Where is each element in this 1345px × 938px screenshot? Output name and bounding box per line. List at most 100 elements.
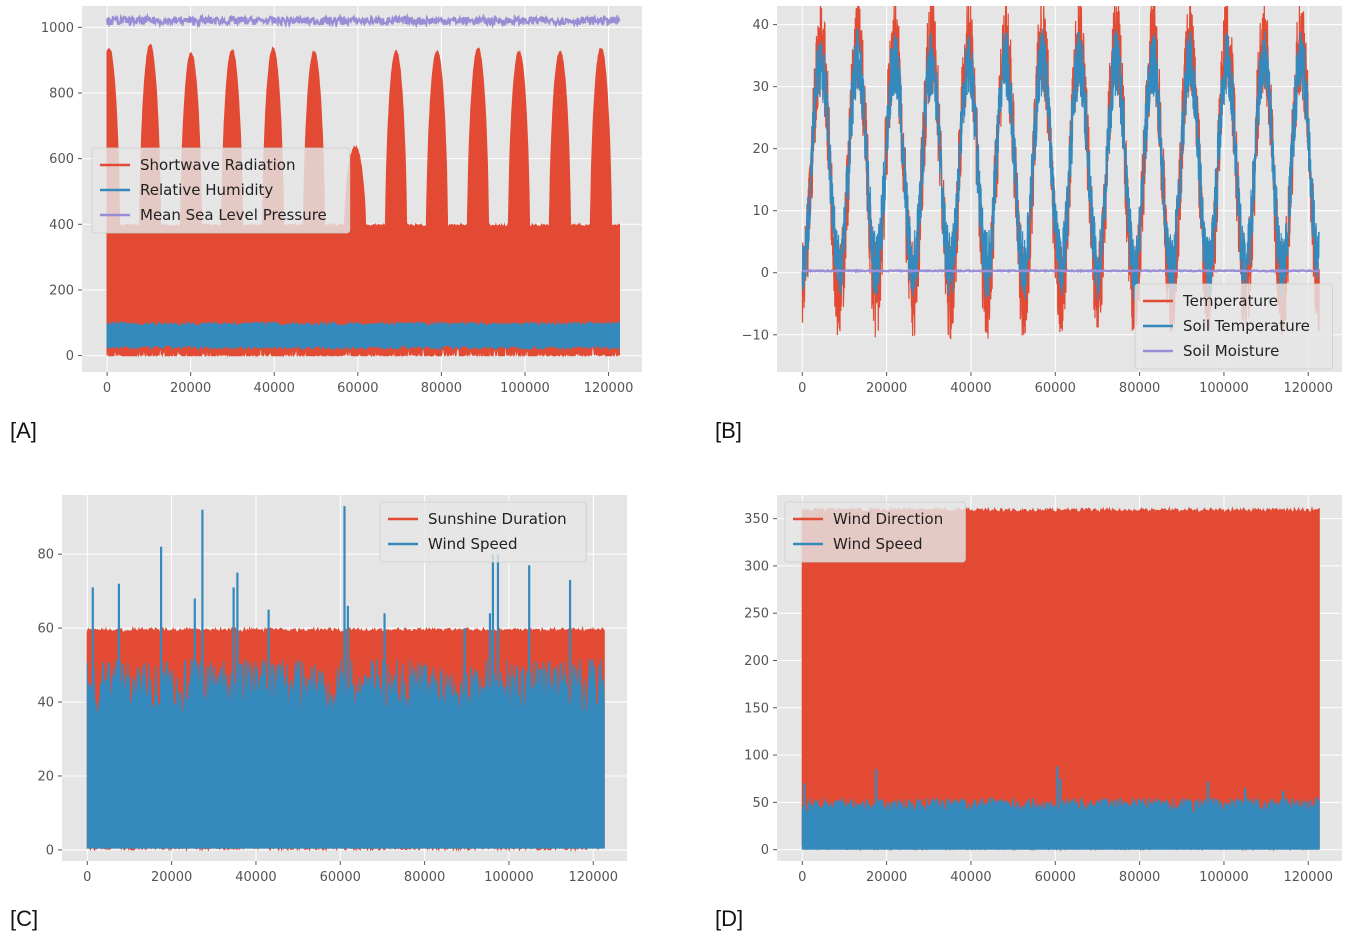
legend-box [91, 147, 351, 234]
y-tick-label: 40 [752, 18, 769, 33]
x-tick-label: 80000 [404, 870, 445, 885]
y-tick-label: 1000 [41, 21, 74, 36]
x-tick-label: 120000 [568, 870, 618, 885]
x-tick-label: 20000 [151, 870, 192, 885]
y-tick-label: 80 [37, 548, 54, 563]
x-tick-label: 20000 [170, 381, 211, 396]
x-tick-label: 60000 [1035, 870, 1076, 885]
series-relative-humidity [106, 320, 620, 351]
y-tick-label: −10 [742, 328, 769, 343]
x-tick-label: 100000 [500, 381, 550, 396]
series-wind-speed-body [801, 795, 1320, 850]
series-temperature [801, 6, 1320, 340]
legend-box [379, 501, 587, 563]
x-tick-label: 60000 [337, 381, 378, 396]
series-layer [801, 6, 1320, 340]
x-tick-label: 80000 [1119, 381, 1160, 396]
x-tick-label: 120000 [584, 381, 634, 396]
x-tick-label: 120000 [1283, 870, 1333, 885]
chart-panel-a: 0 20000 40000 60000 80000 100000 120000 0 200 400… [20, 0, 650, 412]
legend: Wind Direction Wind Speed [784, 501, 966, 563]
series-layer [86, 506, 605, 853]
x-tick-label: 60000 [1035, 381, 1076, 396]
series-layer [801, 505, 1320, 852]
panel-label-c: [C] [10, 906, 39, 931]
legend-label-wind-direction: Wind Direction [833, 510, 943, 528]
axes: 0 20000 40000 60000 80000 100000 120000 0 20 40 60… [37, 548, 618, 885]
x-tick-label: 40000 [950, 381, 991, 396]
y-tick-label: 800 [49, 86, 74, 101]
x-tick-label: 20000 [866, 870, 907, 885]
y-tick-label: 20 [752, 142, 769, 157]
y-tick-label: 200 [744, 654, 769, 669]
legend-label-relative-humidity: Relative Humidity [140, 181, 273, 199]
x-tick-label: 80000 [421, 381, 462, 396]
legend: Shortwave Radiation Relative Humidity Mean… [91, 147, 351, 234]
series-layer [106, 12, 621, 358]
y-tick-label: 300 [744, 559, 769, 574]
x-tick-label: 40000 [950, 870, 991, 885]
y-tick-label: 0 [761, 843, 769, 858]
series-wind-speed [801, 766, 1320, 850]
series-soil-temperature [801, 28, 1320, 302]
y-tick-label: 0 [46, 843, 54, 858]
chart-d: 0 20000 40000 60000 80000 100000 120000 0 50 100 1… [744, 495, 1342, 885]
chart-panel-b: 0 20000 40000 60000 80000 100000 120000 −10 0 10 2… [715, 0, 1345, 412]
chart-a: 0 20000 40000 60000 80000 100000 120000 0 200 400… [41, 6, 642, 396]
series-shortwave-radiation [106, 43, 620, 358]
x-tick-label: 100000 [1199, 381, 1249, 396]
y-tick-label: 0 [66, 349, 74, 364]
y-tick-label: 50 [752, 796, 769, 811]
y-tick-label: 20 [37, 769, 54, 784]
y-tick-label: 60 [37, 622, 54, 637]
y-tick-label: 40 [37, 696, 54, 711]
legend-label-mean-sea-level-pressure: Mean Sea Level Pressure [140, 206, 327, 224]
y-tick-label: 350 [744, 512, 769, 527]
legend-label-temperature: Temperature [1182, 292, 1278, 310]
axes: 0 20000 40000 60000 80000 100000 120000 0 200 400… [41, 21, 633, 396]
series-mean-sea-level-pressure [106, 12, 621, 29]
legend-label-wind-speed: Wind Speed [833, 535, 923, 553]
panel-label-b: [B] [715, 418, 742, 443]
legend-box [1134, 283, 1334, 370]
x-tick-label: 80000 [1119, 870, 1160, 885]
x-tick-label: 0 [103, 381, 111, 396]
legend: Temperature Soil Temperature Soil Moisture [1134, 283, 1334, 370]
y-tick-label: 400 [49, 218, 74, 233]
series-wind-speed [86, 506, 605, 849]
legend-label-soil-moisture: Soil Moisture [1183, 342, 1279, 360]
panel-label-a: [A] [10, 418, 37, 443]
chart-panel-c: 0 20000 40000 60000 80000 100000 120000 0 20 40 60… [0, 485, 640, 895]
y-tick-label: 150 [744, 701, 769, 716]
chart-c: 0 20000 40000 60000 80000 100000 120000 0 20 40 60… [37, 495, 627, 885]
y-tick-label: 0 [761, 266, 769, 281]
x-tick-label: 40000 [235, 870, 276, 885]
x-tick-label: 0 [798, 381, 806, 396]
legend-box [784, 501, 966, 563]
y-tick-label: 10 [752, 204, 769, 219]
legend-label-wind-speed: Wind Speed [428, 535, 518, 553]
legend-label-sunshine-duration: Sunshine Duration [428, 510, 567, 528]
x-tick-label: 20000 [866, 381, 907, 396]
chart-panel-d: 0 20000 40000 60000 80000 100000 120000 0 50 100 1… [715, 485, 1345, 895]
series-soil-moisture [802, 268, 1320, 274]
y-tick-label: 100 [744, 749, 769, 764]
x-tick-label: 0 [83, 870, 91, 885]
axes: 0 20000 40000 60000 80000 100000 120000 0 50 100 1… [744, 512, 1333, 885]
panel-label-d: [D] [715, 906, 744, 931]
x-tick-label: 60000 [320, 870, 361, 885]
y-tick-label: 600 [49, 152, 74, 167]
legend-label-shortwave-radiation: Shortwave Radiation [140, 156, 296, 174]
legend-label-soil-temperature: Soil Temperature [1183, 317, 1310, 335]
legend: Sunshine Duration Wind Speed [379, 501, 587, 563]
y-tick-label: 200 [49, 283, 74, 298]
axes: 0 20000 40000 60000 80000 100000 120000 −10 0 10 2… [742, 18, 1334, 396]
y-tick-label: 30 [752, 80, 769, 95]
x-tick-label: 100000 [1199, 870, 1249, 885]
x-tick-label: 0 [798, 870, 806, 885]
x-tick-label: 100000 [484, 870, 534, 885]
chart-b: 0 20000 40000 60000 80000 100000 120000 −10 0 10 2… [742, 6, 1342, 396]
y-tick-label: 250 [744, 607, 769, 622]
x-tick-label: 120000 [1283, 381, 1333, 396]
x-tick-label: 40000 [254, 381, 295, 396]
